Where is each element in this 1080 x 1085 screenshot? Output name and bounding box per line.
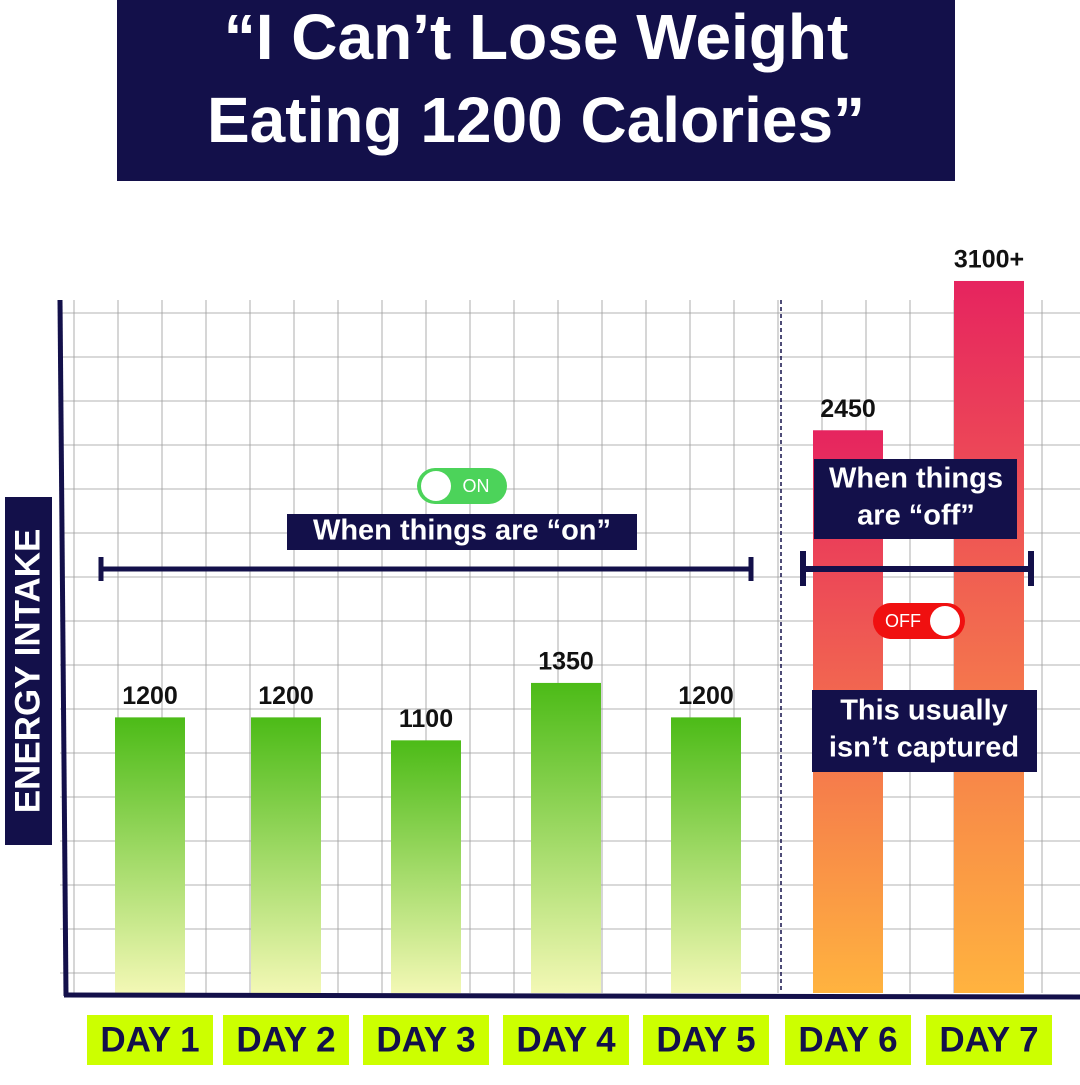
chart-title: Eating 1200 Calories” <box>207 84 865 156</box>
x-label-box <box>503 1015 629 1065</box>
bar <box>671 717 741 993</box>
off-caption: are “off” <box>857 500 975 532</box>
toggle-knob <box>421 471 451 501</box>
value-label: 1200 <box>678 682 734 710</box>
x-label-box <box>785 1015 911 1065</box>
x-tick-label: DAY 5 <box>656 1020 755 1059</box>
y-axis-label: ENERGY INTAKE <box>8 529 47 814</box>
value-label: 2450 <box>820 395 876 423</box>
note: This usually <box>840 695 1008 727</box>
bar <box>531 682 601 993</box>
value-label: 1100 <box>399 705 453 733</box>
bar <box>391 740 461 993</box>
x-labels: DAY 1 DAY 2 DAY 3 DAY 4 DAY 5 DAY 6 DAY 7 <box>87 1015 1052 1065</box>
bar <box>954 280 1024 993</box>
on-label: ON <box>463 476 490 496</box>
x-tick-label: DAY 7 <box>939 1020 1038 1059</box>
value-label: 1350 <box>538 648 594 676</box>
x-tick-label: DAY 3 <box>376 1020 475 1059</box>
x-label-box <box>87 1015 213 1065</box>
x-label-box <box>363 1015 489 1065</box>
note-box <box>812 690 1037 772</box>
off-label: OFF <box>885 611 921 631</box>
value-label: 3100+ <box>954 246 1024 274</box>
off-caption: When things <box>829 463 1003 495</box>
x-tick-label: DAY 6 <box>798 1020 897 1059</box>
x-label-box <box>926 1015 1052 1065</box>
bar <box>115 717 185 993</box>
chart-title: “I Can’t Lose Weight <box>224 1 849 73</box>
x-label-box <box>643 1015 769 1065</box>
x-tick-label: DAY 4 <box>516 1020 616 1059</box>
y-axis <box>57 299 69 997</box>
x-label-box <box>223 1015 349 1065</box>
title-box <box>117 0 955 181</box>
caption-box <box>287 514 637 550</box>
value-label: 1200 <box>258 682 314 710</box>
y-label-box <box>5 497 52 845</box>
note: isn’t captured <box>829 732 1019 764</box>
caption-box <box>814 459 1017 539</box>
on-caption: When things are “on” <box>313 515 611 547</box>
x-tick-label: DAY 2 <box>236 1020 335 1059</box>
toggle-knob <box>930 606 960 636</box>
x-axis <box>63 992 1080 1000</box>
x-tick-label: DAY 1 <box>100 1020 199 1059</box>
value-label: 1200 <box>122 682 178 710</box>
overlays: When things are “off” OFF This usually isn’t… <box>800 459 1037 772</box>
bar <box>251 717 321 993</box>
